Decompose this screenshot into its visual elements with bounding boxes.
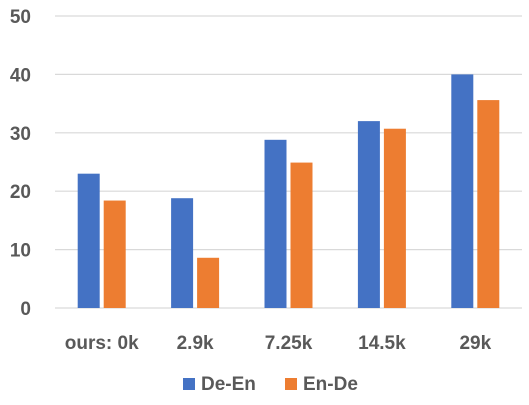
- bar-de-en: [357, 121, 380, 309]
- x-axis-tick-labels: ours: 0k 2.9k 7.25k 14.5k 29k: [65, 333, 492, 354]
- y-tick-label: 50: [10, 7, 31, 28]
- legend-swatch-en-de: [285, 378, 297, 390]
- x-tick-label: 29k: [459, 333, 491, 354]
- x-tick-label: 2.9k: [177, 333, 214, 354]
- bar-en-de: [197, 257, 220, 308]
- legend: De-En En-De: [183, 374, 358, 395]
- bar-en-de: [477, 100, 500, 308]
- y-axis-tick-labels: 0 10 20 30 40 50: [10, 7, 31, 320]
- legend-swatch-de-en: [183, 378, 195, 390]
- gridlines: [55, 15, 522, 309]
- y-tick-label: 20: [10, 182, 31, 203]
- legend-label-en-de: En-De: [303, 374, 358, 395]
- bar-de-en: [171, 198, 194, 308]
- y-tick-label: 30: [10, 124, 31, 145]
- bars: [77, 74, 500, 309]
- x-tick-label: ours: 0k: [65, 333, 139, 354]
- bar-de-en: [264, 139, 287, 308]
- y-tick-label: 0: [20, 299, 31, 320]
- x-tick-label: 14.5k: [358, 333, 406, 354]
- bar-en-de: [103, 200, 126, 308]
- bar-en-de: [290, 162, 313, 308]
- y-tick-label: 10: [10, 241, 31, 262]
- y-tick-label: 40: [10, 65, 31, 86]
- bar-de-en: [451, 74, 474, 309]
- legend-label-de-en: De-En: [201, 374, 256, 395]
- bar-en-de: [383, 128, 406, 308]
- bar-de-en: [77, 173, 100, 308]
- x-tick-label: 7.25k: [265, 333, 313, 354]
